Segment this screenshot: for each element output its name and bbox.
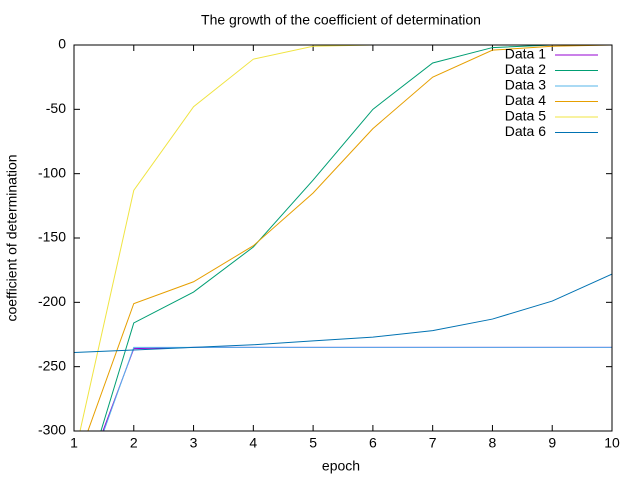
x-tick-label: 7 — [429, 435, 437, 451]
y-tick-label: -200 — [38, 293, 66, 309]
y-tick-label: -50 — [46, 100, 66, 116]
legend-label: Data 1 — [505, 46, 546, 62]
x-tick-label: 2 — [130, 435, 138, 451]
y-tick-label: -250 — [38, 357, 66, 373]
legend-label: Data 3 — [505, 77, 546, 93]
x-tick-label: 9 — [548, 435, 556, 451]
x-tick-label: 1 — [70, 435, 78, 451]
legend-label: Data 6 — [505, 123, 546, 139]
data-line — [79, 45, 612, 431]
chart-title: The growth of the coefficient of determi… — [201, 12, 481, 28]
data-line — [100, 45, 612, 431]
x-tick-label: 5 — [309, 435, 317, 451]
y-axis-label: coefficient of determination — [4, 154, 20, 321]
y-tick-label: -150 — [38, 229, 66, 245]
x-tick-label: 6 — [369, 435, 377, 451]
y-tick-label: -100 — [38, 164, 66, 180]
legend-label: Data 5 — [505, 108, 546, 124]
x-tick-label: 8 — [489, 435, 497, 451]
legend-label: Data 4 — [505, 92, 546, 108]
x-tick-label: 3 — [190, 435, 198, 451]
data-line — [103, 346, 612, 431]
plot-border — [73, 44, 613, 432]
x-tick-label: 4 — [249, 435, 257, 451]
y-tick-label: 0 — [58, 36, 66, 52]
x-axis-label: epoch — [322, 458, 360, 474]
x-tick-label: 10 — [604, 435, 620, 451]
legend-label: Data 2 — [505, 61, 546, 77]
y-tick-label: -300 — [38, 422, 66, 438]
data-line — [87, 45, 612, 431]
data-line — [74, 273, 612, 354]
